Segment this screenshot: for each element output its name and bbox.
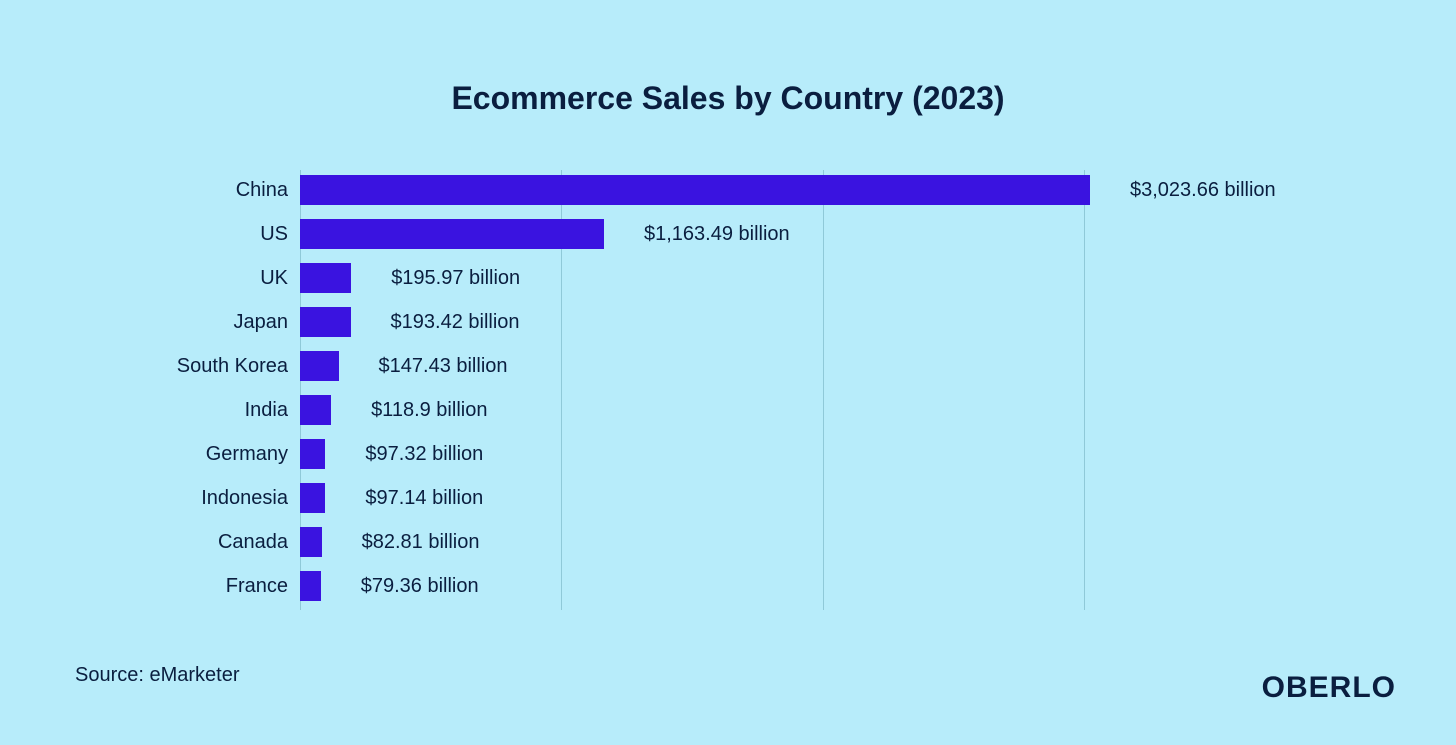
bar-row: Japan$193.42 billion — [300, 307, 1090, 337]
bar-row: China$3,023.66 billion — [300, 175, 1090, 205]
value-label: $82.81 billion — [362, 527, 480, 557]
value-label: $79.36 billion — [361, 571, 479, 601]
category-label: US — [260, 219, 300, 249]
value-label: $147.43 billion — [379, 351, 508, 381]
value-label: $1,163.49 billion — [644, 219, 790, 249]
category-label: India — [245, 395, 300, 425]
bar — [300, 527, 322, 557]
bar-row: US$1,163.49 billion — [300, 219, 1090, 249]
bar — [300, 395, 331, 425]
bar — [300, 307, 351, 337]
bar-row: Indonesia$97.14 billion — [300, 483, 1090, 513]
category-label: Canada — [218, 527, 300, 557]
category-label: UK — [260, 263, 300, 293]
source-attribution: Source: eMarketer — [75, 664, 240, 687]
category-label: South Korea — [177, 351, 300, 381]
bar — [300, 571, 321, 601]
chart-title: Ecommerce Sales by Country (2023) — [0, 80, 1456, 117]
bar-row: Canada$82.81 billion — [300, 527, 1090, 557]
value-label: $97.32 billion — [365, 439, 483, 469]
bar — [300, 263, 351, 293]
value-label: $193.42 billion — [391, 307, 520, 337]
brand-logo: OBERLO — [1262, 671, 1396, 705]
bar-row: France$79.36 billion — [300, 571, 1090, 601]
chart-canvas: Ecommerce Sales by Country (2023) China$… — [0, 0, 1456, 745]
category-label: France — [226, 571, 300, 601]
value-label: $195.97 billion — [391, 263, 520, 293]
value-label: $97.14 billion — [365, 483, 483, 513]
bar — [300, 175, 1090, 205]
category-label: Indonesia — [201, 483, 300, 513]
bar-row: India$118.9 billion — [300, 395, 1090, 425]
chart-plot-area: China$3,023.66 billion US$1,163.49 billio… — [300, 170, 1090, 610]
bar — [300, 219, 604, 249]
bar — [300, 439, 325, 469]
bar-row: Germany$97.32 billion — [300, 439, 1090, 469]
category-label: China — [236, 175, 300, 205]
bar — [300, 351, 339, 381]
value-label: $118.9 billion — [371, 395, 487, 425]
bar — [300, 483, 325, 513]
value-label: $3,023.66 billion — [1130, 175, 1276, 205]
category-label: Japan — [234, 307, 301, 337]
bar-row: South Korea$147.43 billion — [300, 351, 1090, 381]
category-label: Germany — [206, 439, 300, 469]
bar-row: UK$195.97 billion — [300, 263, 1090, 293]
